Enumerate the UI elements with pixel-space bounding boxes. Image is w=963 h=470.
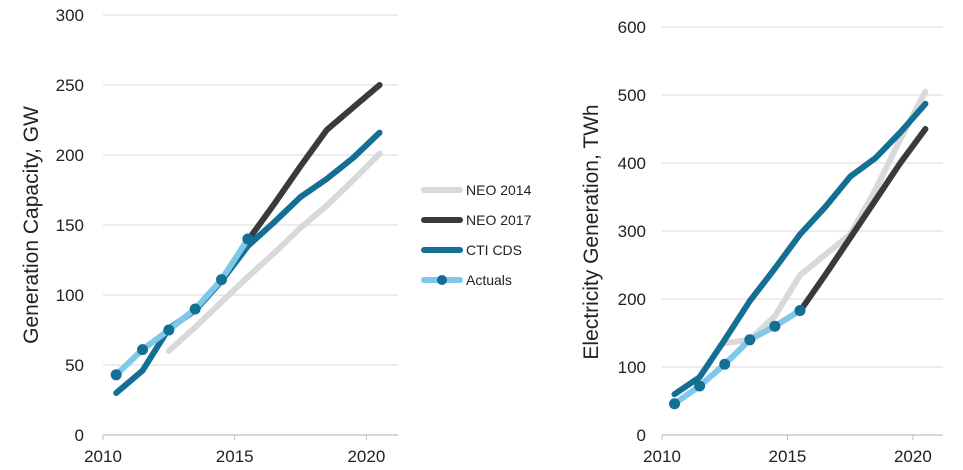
legend-label: NEO 2014 [466,182,532,198]
data-point-actuals [794,305,806,317]
y-tick-label: 50 [65,356,84,375]
y-tick-label: 300 [618,222,646,241]
y-axis-label: Generation Capacity, GW [20,106,43,344]
series-line-neo-2017 [244,82,383,244]
y-tick-label: 100 [618,358,646,377]
electricity-generation-chart: 0 100 200 300 400 500 600 2010 2015 2020 Electrici… [580,18,943,466]
data-point-actuals [744,334,756,346]
y-tick-label: 200 [56,146,84,165]
x-tick-label: 2010 [84,447,122,466]
data-point-actuals [719,358,731,370]
data-point-actuals [216,274,228,286]
y-tick-label: 250 [56,76,84,95]
x-tick-label: 2010 [643,447,681,466]
series-line-actuals [113,236,251,378]
legend-label: CTI CDS [466,242,522,258]
legend: NEO 2014 NEO 2017 CTI CDS Actuals [421,182,532,288]
y-tick-label: 400 [618,154,646,173]
y-tick-label: 150 [56,216,84,235]
y-axis-label: Electricity Generation, TWh [580,104,603,359]
data-point-actuals [189,303,201,315]
data-point-actuals [137,344,149,356]
series-line-cti-cds [113,129,383,396]
y-tick-label: 300 [56,6,84,25]
data-point-actuals [163,324,175,336]
y-tick-label: 100 [56,286,84,305]
series-line-neo-2014 [721,88,929,347]
x-tick-label: 2020 [347,447,385,466]
series-line-cti-cds [671,100,929,398]
data-point-actuals [769,320,781,332]
y-tick-label: 500 [618,86,646,105]
y-tick-label: 0 [637,426,646,445]
legend-item-cti-cds: CTI CDS [421,242,522,258]
generation-capacity-chart: 0 50 100 150 200 250 300 2010 2015 2020 Generation… [20,6,398,466]
series-line-neo-2017 [797,126,929,315]
x-tick-label: 2015 [769,447,807,466]
legend-marker [437,275,447,285]
x-tick-label: 2015 [216,447,254,466]
legend-item-neo-2017: NEO 2017 [421,212,532,228]
data-point-actuals [694,380,706,392]
x-tick-label: 2020 [894,447,932,466]
y-tick-label: 600 [618,18,646,37]
series-line-neo-2014 [165,150,383,354]
y-tick-label: 200 [618,290,646,309]
legend-item-actuals: Actuals [421,272,512,288]
legend-label: Actuals [466,272,512,288]
data-point-actuals [669,398,681,410]
legend-label: NEO 2017 [466,212,532,228]
y-tick-label: 0 [75,426,84,445]
data-point-actuals [110,369,122,381]
legend-item-neo-2014: NEO 2014 [421,182,532,198]
data-point-actuals [242,233,254,245]
